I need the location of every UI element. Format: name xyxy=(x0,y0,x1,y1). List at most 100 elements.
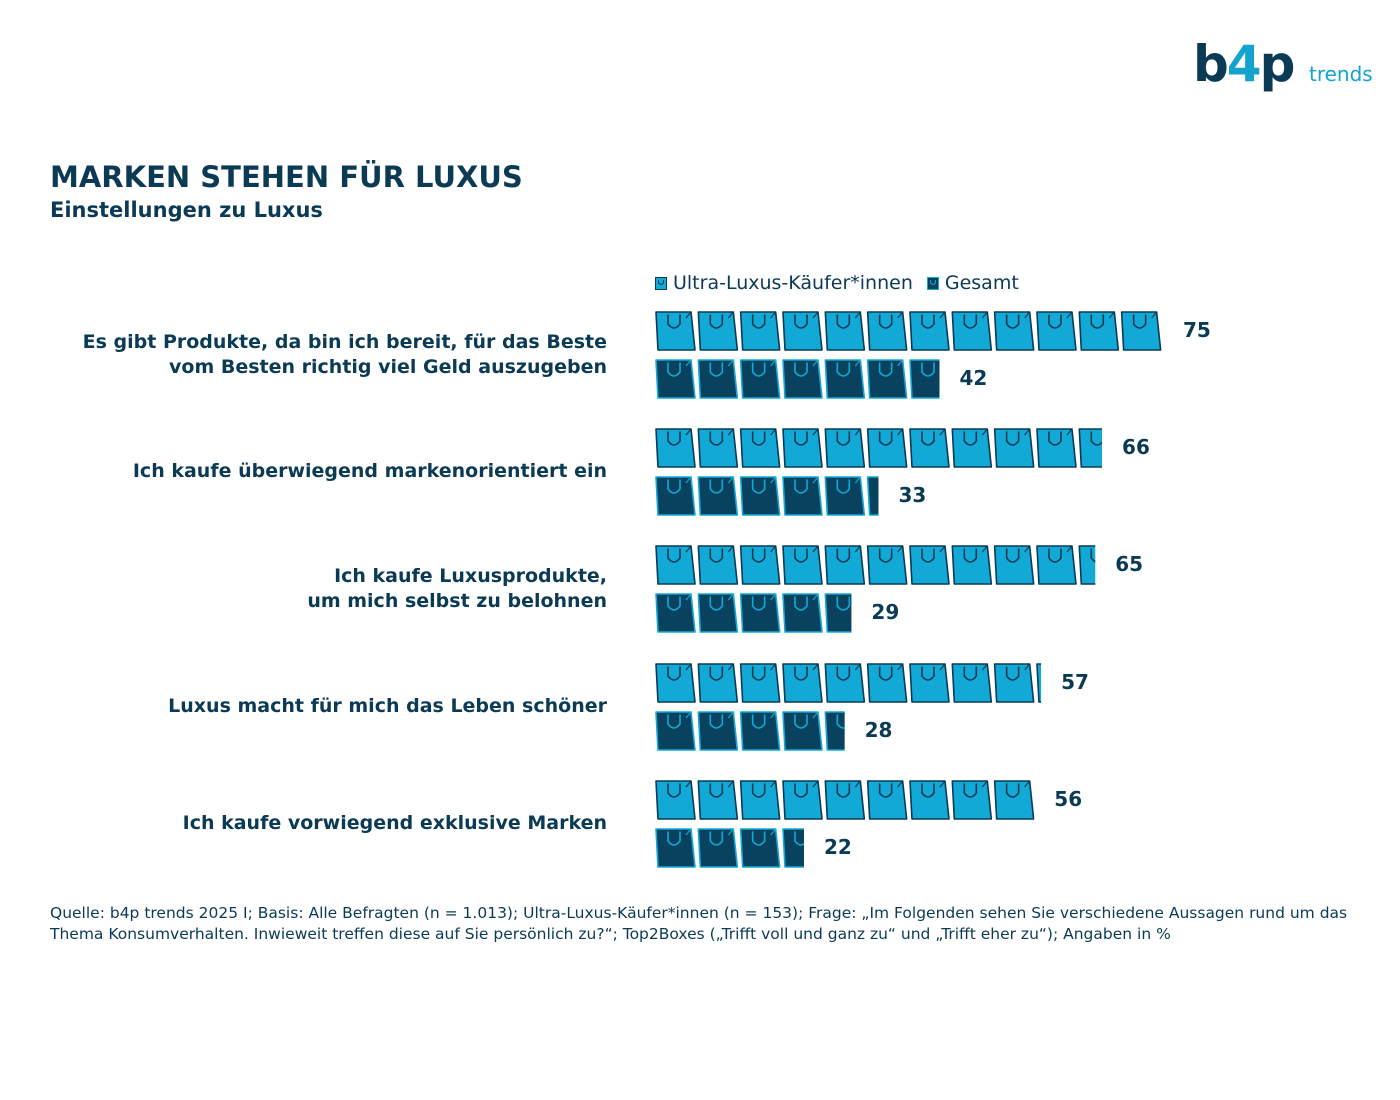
shopping-bag-icon xyxy=(782,828,805,868)
shopping-bag-icon xyxy=(697,476,739,516)
shopping-bag-icon xyxy=(909,311,950,351)
value-label-ultra-2: 66 xyxy=(1122,435,1150,459)
shopping-bag-icon xyxy=(697,663,739,703)
bar-gesamt-3 xyxy=(655,593,852,633)
shopping-bag-icon xyxy=(655,311,696,351)
shopping-bag-icon xyxy=(655,359,696,399)
shopping-bag-icon xyxy=(739,711,781,751)
shopping-bag-icon xyxy=(909,359,940,399)
shopping-bag-icon xyxy=(697,780,739,820)
shopping-bag-icon xyxy=(782,359,823,399)
shopping-bag-icon xyxy=(993,780,1035,820)
shopping-bag-icon xyxy=(824,663,866,703)
shopping-bag-icon xyxy=(655,476,696,516)
shopping-bag-icon xyxy=(824,545,866,585)
bar-ultra-5 xyxy=(655,780,1035,820)
shopping-bag-icon xyxy=(951,663,993,703)
shopping-bag-icon xyxy=(866,780,908,820)
shopping-bag-icon xyxy=(655,780,696,820)
legend-label-ultra: Ultra-Luxus-Käufer*innen xyxy=(673,272,913,294)
shopping-bag-icon xyxy=(1036,545,1077,585)
shopping-bag-icon xyxy=(697,711,739,751)
shopping-bag-icon xyxy=(909,780,950,820)
shopping-bag-icon xyxy=(655,545,696,585)
shopping-bag-icon xyxy=(866,359,908,399)
shopping-bag-icon xyxy=(824,476,866,516)
legend-bag-icon-ultra xyxy=(655,276,667,290)
value-label-ultra-1: 75 xyxy=(1183,318,1211,342)
shopping-bag-icon xyxy=(739,311,781,351)
shopping-bag-icon xyxy=(739,428,781,468)
shopping-bag-icon xyxy=(697,545,739,585)
shopping-bag-icon xyxy=(866,428,908,468)
shopping-bag-icon xyxy=(739,663,781,703)
shopping-bag-icon xyxy=(655,828,696,868)
value-label-ultra-4: 57 xyxy=(1061,670,1089,694)
shopping-bag-icon xyxy=(739,780,781,820)
shopping-bag-icon xyxy=(866,311,908,351)
bar-ultra-2 xyxy=(655,428,1103,468)
shopping-bag-icon xyxy=(697,828,739,868)
category-label-5: Ich kaufe vorwiegend exklusive Marken xyxy=(182,812,607,834)
bar-ultra-1 xyxy=(655,311,1162,351)
bar-ultra-3 xyxy=(655,545,1096,585)
shopping-bag-icon xyxy=(824,593,852,633)
shopping-bag-icon xyxy=(782,545,823,585)
bar-gesamt-5 xyxy=(655,828,805,868)
shopping-bag-icon xyxy=(1078,428,1103,468)
shopping-bag-icon xyxy=(824,359,866,399)
shopping-bag-icon xyxy=(951,545,993,585)
bar-gesamt-4 xyxy=(655,711,845,751)
category-label-4: Luxus macht für mich das Leben schöner xyxy=(168,695,607,717)
shopping-bag-icon xyxy=(993,545,1035,585)
legend-item-gesamt: Gesamt xyxy=(926,272,1019,294)
shopping-bag-icon xyxy=(824,780,866,820)
shopping-bag-icon xyxy=(697,428,739,468)
shopping-bag-icon xyxy=(782,663,823,703)
shopping-bag-icon xyxy=(993,311,1035,351)
chart-legend: Ultra-Luxus-Käufer*innen Gesamt xyxy=(655,271,1033,295)
shopping-bag-icon xyxy=(655,663,696,703)
value-label-ultra-5: 56 xyxy=(1054,787,1082,811)
shopping-bag-icon xyxy=(909,663,950,703)
value-label-gesamt-4: 28 xyxy=(865,718,893,742)
legend-bag-icon-gesamt xyxy=(926,276,939,290)
category-label-3: Ich kaufe Luxusprodukte, um mich selbst z… xyxy=(307,565,607,612)
shopping-bag-icon xyxy=(866,476,879,516)
shopping-bag-icon xyxy=(782,780,823,820)
shopping-bag-icon xyxy=(782,476,823,516)
shopping-bag-icon xyxy=(1036,663,1042,703)
legend-label-gesamt: Gesamt xyxy=(944,272,1019,294)
legend-item-ultra: Ultra-Luxus-Käufer*innen xyxy=(655,272,913,294)
shopping-bag-icon xyxy=(655,593,696,633)
shopping-bag-icon xyxy=(697,311,739,351)
chart-subtitle: Einstellungen zu Luxus xyxy=(50,198,323,222)
chart-title: MARKEN STEHEN FÜR LUXUS xyxy=(50,160,523,194)
shopping-bag-icon xyxy=(1120,311,1162,351)
shopping-bag-icon xyxy=(739,593,781,633)
shopping-bag-icon xyxy=(993,663,1035,703)
shopping-bag-icon xyxy=(866,545,908,585)
shopping-bag-icon xyxy=(951,780,993,820)
shopping-bag-icon xyxy=(909,545,950,585)
bar-gesamt-2 xyxy=(655,476,879,516)
value-label-gesamt-2: 33 xyxy=(899,483,927,507)
shopping-bag-icon xyxy=(739,476,781,516)
bar-gesamt-1 xyxy=(655,359,940,399)
shopping-bag-icon xyxy=(782,593,823,633)
category-label-1: Es gibt Produkte, da bin ich bereit, für… xyxy=(82,331,607,378)
bar-ultra-4 xyxy=(655,663,1042,703)
value-label-gesamt-1: 42 xyxy=(959,366,987,390)
shopping-bag-icon xyxy=(782,428,823,468)
shopping-bag-icon xyxy=(1036,311,1077,351)
logo-wordmark: b4p xyxy=(1193,35,1295,93)
category-label-2: Ich kaufe überwiegend markenorientiert e… xyxy=(132,460,607,482)
value-label-gesamt-5: 22 xyxy=(824,835,852,859)
shopping-bag-icon xyxy=(697,359,739,399)
shopping-bag-icon xyxy=(951,311,993,351)
shopping-bag-icon xyxy=(1036,428,1077,468)
source-footnote: Quelle: b4p trends 2025 I; Basis: Alle B… xyxy=(50,904,1348,943)
shopping-bag-icon xyxy=(866,663,908,703)
shopping-bag-icon xyxy=(1078,311,1120,351)
